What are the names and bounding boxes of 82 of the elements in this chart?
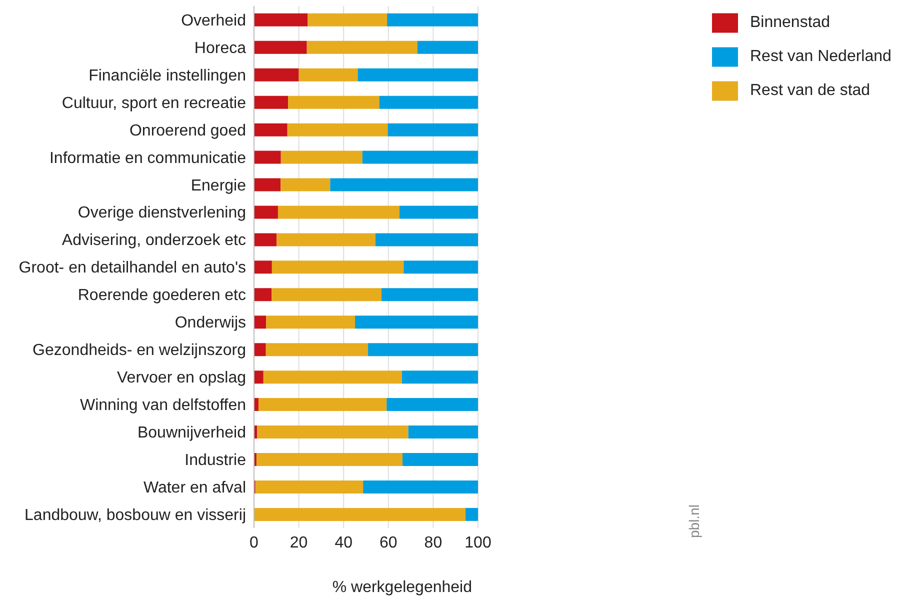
bar <box>386 398 478 412</box>
bar <box>254 123 288 136</box>
bar <box>308 13 388 26</box>
bar <box>254 288 272 302</box>
bar <box>266 343 368 356</box>
bar <box>381 288 478 302</box>
bar <box>278 206 400 219</box>
x-tick-label: 60 <box>380 534 398 552</box>
x-tick-label: 20 <box>290 534 308 552</box>
bar <box>287 123 388 136</box>
bar <box>379 96 478 109</box>
bar <box>254 68 299 82</box>
bar <box>408 426 478 439</box>
bar <box>254 508 466 521</box>
x-tick-label: 0 <box>250 534 259 552</box>
y-tick-label: Industrie <box>184 452 246 469</box>
bar <box>254 178 281 192</box>
y-tick-label: Advisering, onderzoek etc <box>62 232 246 250</box>
bar <box>254 233 277 246</box>
bar <box>375 233 478 246</box>
text: pbl.nl <box>686 504 702 538</box>
bar <box>355 316 478 329</box>
bar <box>254 206 278 219</box>
y-tick-label: Water en afval <box>143 479 246 496</box>
x-tick-label: 100 <box>464 534 492 552</box>
bar <box>254 150 281 164</box>
y-tick-label: Onderwijs <box>174 314 246 332</box>
bar <box>306 40 418 54</box>
bar <box>254 13 308 26</box>
bar <box>257 426 408 439</box>
bar <box>254 370 264 384</box>
y-tick-label: Overige dienstverlening <box>78 204 246 222</box>
y-tick-label: Vervoer en opslag <box>117 370 246 387</box>
bar <box>276 233 376 246</box>
y-tick-label: Informatie en communicatie <box>49 150 246 167</box>
bar <box>368 343 478 356</box>
bar <box>254 96 288 109</box>
bar <box>254 316 266 329</box>
y-tick-label: Gezondheids- en welzijnszorg <box>32 342 246 360</box>
bar <box>280 150 362 164</box>
bar <box>387 13 478 26</box>
bar <box>288 96 380 109</box>
bar <box>258 398 387 412</box>
bar <box>272 260 404 274</box>
bar <box>465 508 478 521</box>
x-tick-label: 80 <box>424 534 442 552</box>
bar <box>402 370 478 384</box>
bar <box>272 288 382 302</box>
y-tick-label: Cultuur, sport en recreatie <box>62 94 246 112</box>
y-tick-label: Energie <box>190 177 246 194</box>
bar <box>404 260 478 274</box>
bar <box>280 178 330 192</box>
legend-label: Rest van Nederland <box>750 48 892 65</box>
x-tick-label: 40 <box>334 534 353 552</box>
y-tick-label: Horeca <box>194 40 246 57</box>
bar <box>330 178 478 192</box>
bar <box>254 40 307 54</box>
bar <box>255 480 364 494</box>
y-tick-label: Overheid <box>181 12 246 30</box>
x-axis-title: % werkgelegenheid <box>332 579 472 596</box>
bar <box>256 452 403 466</box>
bar <box>399 206 478 219</box>
y-tick-label: Bouwnijverheid <box>137 424 246 442</box>
bar <box>266 316 356 329</box>
bar <box>358 68 478 82</box>
bar <box>254 343 266 356</box>
bar <box>388 123 478 136</box>
bar <box>363 480 478 494</box>
y-tick-label: Financiële instellingen <box>88 67 246 84</box>
y-tick-label: Landbouw, bosbouw en visserij <box>24 506 246 524</box>
y-tick-label: Roerende goederen etc <box>78 287 246 304</box>
y-tick-label: Winning van delfstoffen <box>80 397 246 414</box>
bar <box>402 452 478 466</box>
legend-label: Binnenstad <box>750 14 830 31</box>
bar <box>298 68 358 82</box>
bar <box>263 370 402 384</box>
legend-label: Rest van de stad <box>750 82 870 99</box>
y-tick-label: Groot- en detailhandel en auto's <box>18 260 246 277</box>
bar <box>254 260 272 274</box>
bar <box>362 150 478 164</box>
y-tick-label: Onroerend goed <box>129 122 246 140</box>
bar <box>417 40 478 54</box>
